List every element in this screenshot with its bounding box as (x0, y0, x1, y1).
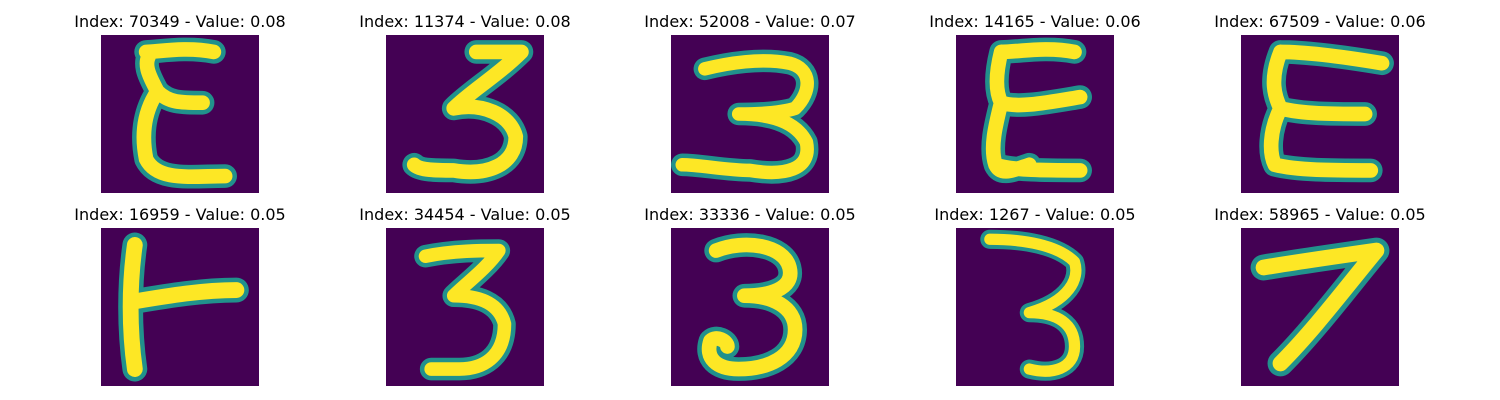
panel-8: Index: 33336 - Value: 0.05 (600, 205, 900, 385)
three-round-icon (671, 228, 829, 386)
panel-9: Index: 1267 - Value: 0.05 (885, 205, 1185, 385)
three-wide-icon (671, 35, 829, 193)
three-icon (386, 35, 544, 193)
digit-image (956, 228, 1114, 386)
panel-title: Index: 16959 - Value: 0.05 (30, 205, 330, 225)
panel-6: Index: 16959 - Value: 0.05 (30, 205, 330, 385)
panel-10: Index: 58965 - Value: 0.05 (1170, 205, 1470, 385)
digit-image (386, 35, 544, 193)
panel-5: Index: 67509 - Value: 0.06 (1170, 12, 1470, 192)
digit-image (956, 35, 1114, 193)
digit-image (1241, 228, 1399, 386)
panel-title: Index: 33336 - Value: 0.05 (600, 205, 900, 225)
panel-2: Index: 11374 - Value: 0.08 (315, 12, 615, 192)
digit-image (101, 35, 259, 193)
panel-title: Index: 34454 - Value: 0.05 (315, 205, 615, 225)
panel-title: Index: 1267 - Value: 0.05 (885, 205, 1185, 225)
E-narrow-icon (101, 35, 259, 193)
seven-icon (1241, 228, 1399, 386)
panel-title: Index: 58965 - Value: 0.05 (1170, 205, 1470, 225)
E-narrow-icon (956, 35, 1114, 193)
three-thin-icon (956, 228, 1114, 386)
three-icon (386, 228, 544, 386)
panel-7: Index: 34454 - Value: 0.05 (315, 205, 615, 385)
digit-image (101, 228, 259, 386)
panel-title: Index: 70349 - Value: 0.08 (30, 12, 330, 32)
digit-image (671, 228, 829, 386)
E-wide-icon (1241, 35, 1399, 193)
panel-title: Index: 14165 - Value: 0.06 (885, 12, 1185, 32)
panel-title: Index: 11374 - Value: 0.08 (315, 12, 615, 32)
panel-4: Index: 14165 - Value: 0.06 (885, 12, 1185, 192)
panel-3: Index: 52008 - Value: 0.07 (600, 12, 900, 192)
digit-image (1241, 35, 1399, 193)
panel-title: Index: 52008 - Value: 0.07 (600, 12, 900, 32)
digit-image (386, 228, 544, 386)
digit-image (671, 35, 829, 193)
panel-1: Index: 70349 - Value: 0.08 (30, 12, 330, 192)
panel-title: Index: 67509 - Value: 0.06 (1170, 12, 1470, 32)
T-sideways-icon (101, 228, 259, 386)
